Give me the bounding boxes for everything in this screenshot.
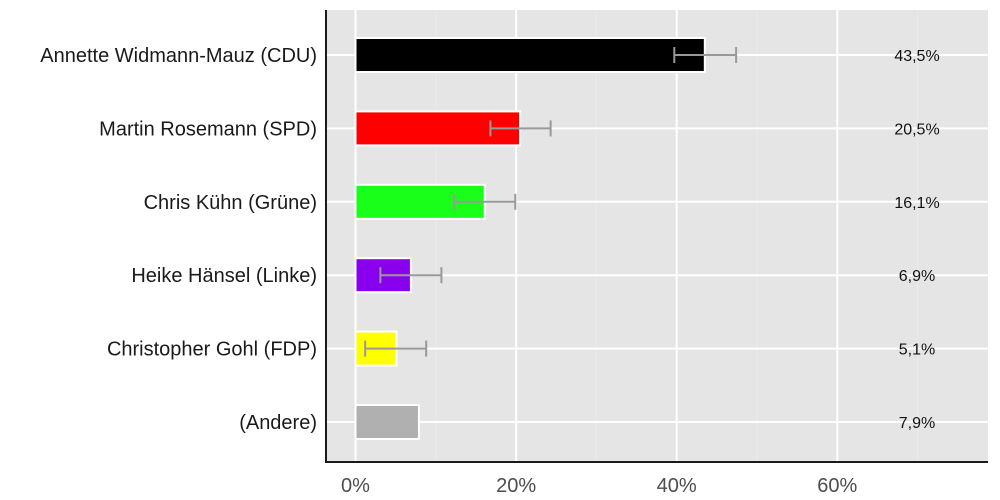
value-label: 6,9% bbox=[899, 268, 935, 285]
error-bar bbox=[673, 47, 738, 63]
error-bars bbox=[364, 47, 738, 357]
error-bar bbox=[453, 193, 517, 210]
category-label: (Andere) bbox=[239, 412, 317, 434]
error-bar bbox=[379, 267, 443, 284]
x-tick-label: 40% bbox=[657, 475, 697, 497]
value-label: 16,1% bbox=[894, 195, 939, 212]
value-label: 7,9% bbox=[899, 415, 935, 432]
category-label: Heike Hänsel (Linke) bbox=[131, 265, 317, 287]
value-labels: 43,5% 20,5% 16,1% 6,9% 5,1% 7,9% bbox=[894, 48, 939, 432]
value-label: 5,1% bbox=[899, 342, 935, 359]
category-label: Christopher Gohl (FDP) bbox=[107, 339, 317, 361]
error-bar bbox=[489, 120, 552, 137]
x-tick-label: 60% bbox=[817, 475, 857, 497]
category-labels: Annette Widmann-Mauz (CDU) Martin Roseman… bbox=[40, 45, 317, 434]
x-axis-tick-labels: 0% 20% 40% 60% bbox=[341, 475, 857, 497]
x-tick-label: 0% bbox=[341, 475, 370, 497]
plot-panel bbox=[326, 10, 988, 462]
category-label: Annette Widmann-Mauz (CDU) bbox=[40, 45, 317, 67]
bar bbox=[354, 404, 420, 440]
bar bbox=[354, 37, 706, 73]
category-label: Martin Rosemann (SPD) bbox=[99, 118, 317, 140]
error-bar bbox=[364, 340, 428, 357]
x-tick-label: 20% bbox=[496, 475, 536, 497]
minor-gridlines bbox=[435, 10, 919, 462]
category-label: Chris Kühn (Grüne) bbox=[144, 192, 317, 214]
value-label: 43,5% bbox=[894, 48, 939, 65]
value-label: 20,5% bbox=[894, 121, 939, 138]
